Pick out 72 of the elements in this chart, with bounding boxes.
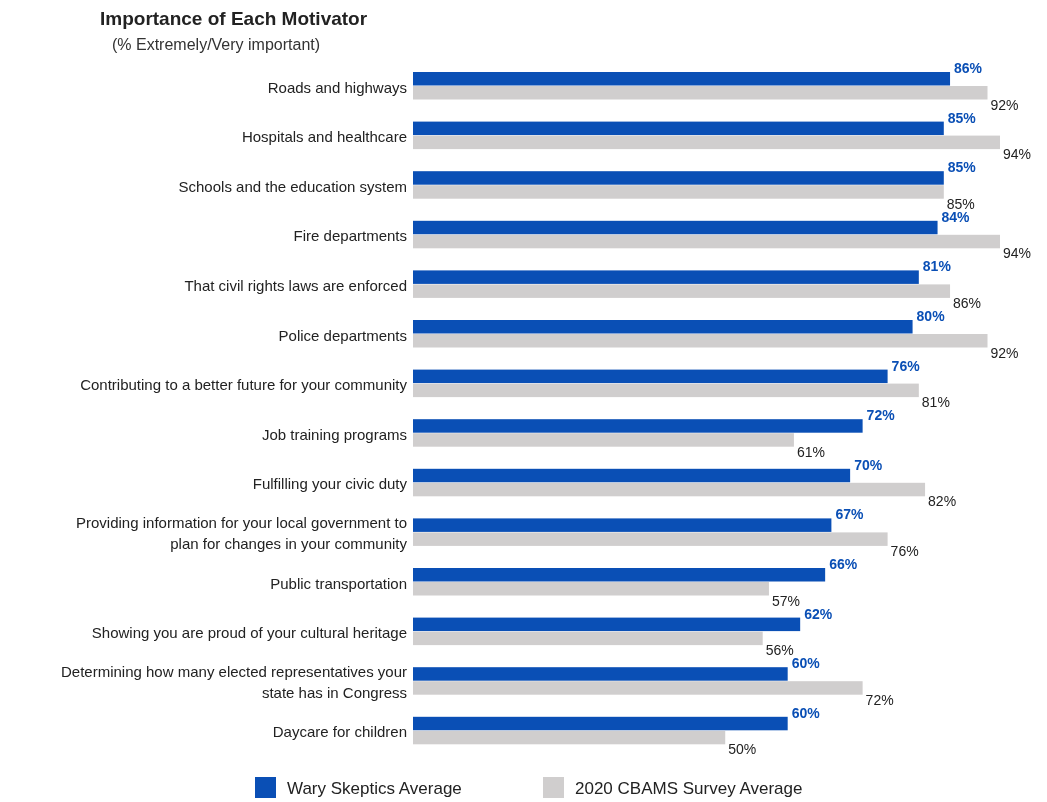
bar xyxy=(413,185,944,199)
data-label: 81% xyxy=(921,394,950,411)
bar xyxy=(413,419,863,433)
data-label: 66% xyxy=(829,556,858,572)
text: Importance of Each Motivator xyxy=(100,8,368,29)
data-label: 57% xyxy=(771,592,800,609)
y-tick-label: That civil rights laws are enforced xyxy=(184,276,407,294)
bar xyxy=(413,320,913,334)
data-label: 86% xyxy=(954,60,983,76)
bar xyxy=(413,631,763,646)
bar xyxy=(413,86,988,100)
bar xyxy=(413,121,944,136)
y-tick-label: Roads and highways xyxy=(267,78,407,96)
y-tick-label: Police departments xyxy=(278,326,407,344)
bar xyxy=(413,135,1000,150)
legend-label: 2020 CBAMS Survey Average xyxy=(575,779,803,798)
bar xyxy=(413,730,726,745)
data-label: 82% xyxy=(928,493,957,510)
bar xyxy=(413,284,951,298)
data-label: 67% xyxy=(835,506,864,523)
data-label: 85% xyxy=(947,159,977,176)
data-label: 76% xyxy=(890,542,919,559)
y-tick-label: Daycare for children xyxy=(272,723,407,741)
y-tick-label: Showing you are proud of your cultural heritage xyxy=(91,624,407,642)
data-label: 60% xyxy=(791,655,821,672)
data-label: 92% xyxy=(990,96,1019,113)
bar xyxy=(413,383,919,398)
bar xyxy=(413,433,794,447)
y-tick-label: Hospitals and healthcare xyxy=(241,128,407,146)
bar xyxy=(413,667,788,681)
bar xyxy=(413,72,951,86)
data-label: 80% xyxy=(916,308,946,324)
data-label: 72% xyxy=(866,407,896,424)
bar xyxy=(413,716,788,731)
bar xyxy=(413,482,926,497)
y-tick-label: Contributing to a better future for your community xyxy=(80,376,408,394)
data-label: 86% xyxy=(953,294,982,311)
bar xyxy=(413,369,888,384)
y-tick-label: Schools and the education system xyxy=(178,177,407,195)
bar xyxy=(413,220,938,235)
data-label: 85% xyxy=(947,109,977,126)
bar xyxy=(413,617,801,632)
data-label: 70% xyxy=(854,456,883,473)
data-label: 94% xyxy=(1003,146,1032,163)
y-tick-label: Determining how many elected representatives your state has in Congress xyxy=(60,663,407,702)
bar xyxy=(413,568,826,582)
bar xyxy=(413,532,888,546)
data-label: 60% xyxy=(791,704,821,721)
y-tick-label: Fulfilling your civic duty xyxy=(252,475,408,493)
data-label: 76% xyxy=(891,357,921,374)
y-tick-label: Providing information for your local government to plan for changes in your community xyxy=(76,514,408,553)
text: (% Extremely/Very important) xyxy=(112,36,321,53)
bar xyxy=(413,234,1000,249)
data-label: 94% xyxy=(1003,245,1032,262)
bar xyxy=(413,334,988,348)
y-tick-label: Public transportation xyxy=(270,574,407,592)
bar xyxy=(413,270,919,284)
bar xyxy=(413,518,832,532)
bar xyxy=(413,468,851,483)
y-tick-label: Fire departments xyxy=(293,227,407,245)
legend-label: Wary Skeptics Average xyxy=(287,779,462,798)
data-label: 72% xyxy=(865,691,894,708)
y-tick-label: Job training programs xyxy=(261,425,407,443)
data-label: 50% xyxy=(728,741,757,758)
data-label: 92% xyxy=(990,344,1019,361)
bar xyxy=(413,171,944,185)
data-label: 62% xyxy=(804,605,833,622)
data-label: 61% xyxy=(796,443,825,460)
bar xyxy=(413,681,863,695)
data-label: 56% xyxy=(765,642,794,659)
data-label: 81% xyxy=(922,258,952,275)
bar xyxy=(413,582,769,596)
